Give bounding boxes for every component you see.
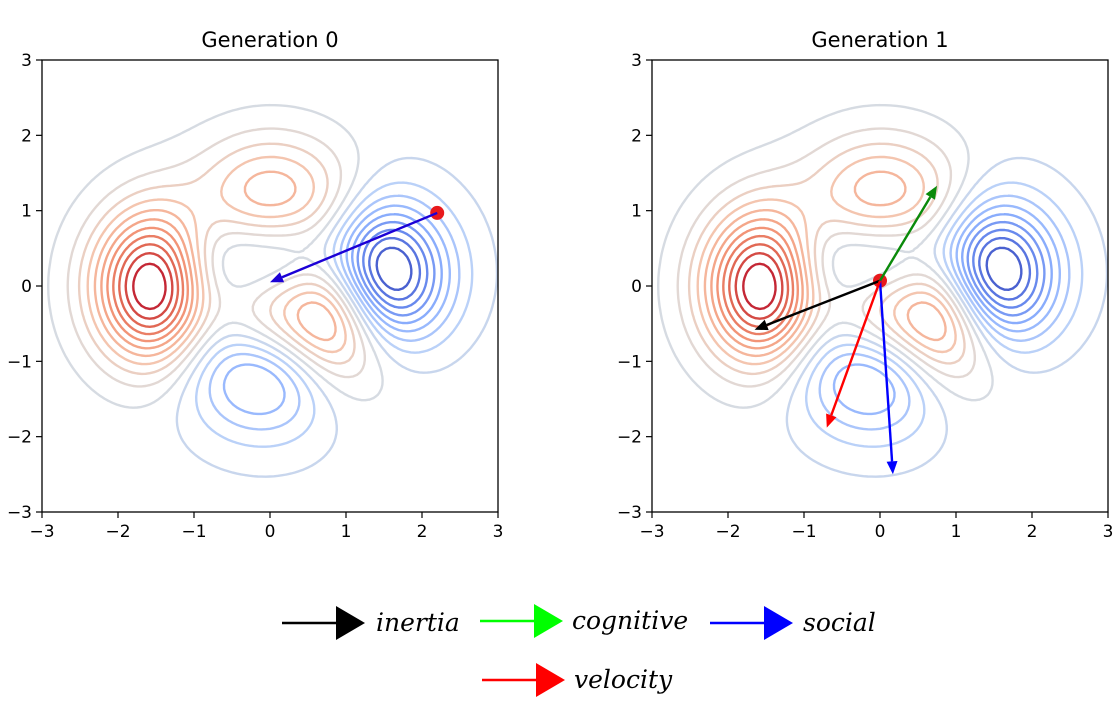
subplot-generation-1: −3 −2 −1 0 1 2 3 −3 −2 −1 0 1 2 3 Generation 1: [617, 28, 1113, 542]
contour-level-15: [716, 226, 799, 343]
contour-level-19: [742, 262, 777, 311]
contour-level-1: [978, 236, 1032, 301]
cognitive-arrow-head: [925, 185, 937, 200]
contour-lines: [47, 103, 498, 478]
x-tick-label: −2: [105, 522, 130, 542]
contour-level-17: [728, 243, 790, 328]
y-tick-label: −1: [617, 352, 642, 372]
contour-level-4: [961, 213, 1053, 325]
contour-level-1: [368, 236, 422, 301]
x-tick-label: −1: [791, 522, 816, 542]
x-tick-label: 0: [875, 522, 886, 542]
contour-level-6: [818, 194, 1071, 431]
social-arrow-shaft: [878, 280, 894, 462]
y-tick-label: −2: [7, 428, 32, 448]
social-arrow-shaft: [281, 211, 438, 279]
contour-level-18: [734, 252, 784, 320]
social-arrow-head: [270, 272, 285, 283]
y-tick-label: −3: [617, 503, 642, 523]
contour-level-7: [805, 181, 1084, 448]
cognitive-arrow-shaft: [878, 196, 932, 282]
x-tick-label: 1: [341, 522, 352, 542]
contour-level-8: [785, 156, 1108, 478]
contour-level-9: [47, 103, 384, 409]
plot-title: Generation 1: [811, 28, 948, 52]
y-tick-label: −1: [7, 352, 32, 372]
legend-arrow-head: [336, 606, 365, 640]
legend-arrow-head: [534, 604, 563, 638]
y-tick-label: −2: [617, 428, 642, 448]
contour-level-15: [106, 226, 189, 343]
contour-level-11: [687, 142, 966, 376]
x-tick-label: 2: [1027, 522, 1038, 542]
legend-label: cognitive: [572, 606, 688, 635]
x-tick-label: −2: [715, 522, 740, 542]
y-tick-label: 3: [21, 51, 32, 71]
contour-level-11: [77, 142, 356, 376]
x-tick-label: −3: [29, 522, 54, 542]
y-tick-label: 0: [631, 277, 642, 297]
x-tick-label: 1: [951, 522, 962, 542]
legend-label: inertia: [376, 608, 460, 637]
contour-level-17: [118, 243, 180, 328]
legend-label: velocity: [574, 665, 673, 694]
velocity-arrow-head: [826, 413, 837, 428]
contour-level-5: [832, 204, 1061, 416]
y-tick-label: 1: [631, 202, 642, 222]
y-tick-label: −3: [7, 503, 32, 523]
contour-level-9: [657, 103, 994, 409]
inertia-arrow-shaft: [766, 279, 881, 327]
legend-entry-social: social: [710, 606, 876, 640]
legend-arrow-head: [764, 606, 793, 640]
contour-level-14: [710, 218, 804, 350]
x-tick-label: −1: [181, 522, 206, 542]
contour-level-13: [703, 170, 947, 358]
legend: inertia cognitive social velocity: [282, 604, 876, 697]
y-tick-label: 2: [21, 126, 32, 146]
contour-level-19: [132, 262, 167, 311]
contour-level-12: [696, 155, 957, 366]
x-tick-label: 0: [265, 522, 276, 542]
x-tick-label: 3: [1103, 522, 1114, 542]
legend-label: social: [803, 608, 876, 637]
x-tick-label: 3: [493, 522, 504, 542]
contour-level-16: [112, 234, 185, 336]
subplot-generation-0: −3 −2 −1 0 1 2 3 −3 −2 −1 0 1 2 3 Generation 0: [7, 28, 503, 542]
contour-level-8: [175, 156, 498, 478]
contour-lines: [657, 103, 1108, 478]
legend-entry-inertia: inertia: [282, 606, 460, 640]
social-arrow-head: [886, 461, 898, 475]
contour-level-18: [124, 252, 174, 320]
contour-level-10: [66, 127, 366, 388]
x-tick-label: 2: [417, 522, 428, 542]
contour-level-16: [722, 234, 795, 336]
contour-level-5: [222, 204, 451, 416]
velocity-arrow-shaft: [830, 280, 882, 416]
contour-level-12: [86, 155, 347, 366]
contour-level-3: [966, 220, 1046, 317]
legend-arrow-head: [536, 663, 565, 697]
legend-entry-velocity: velocity: [482, 663, 673, 697]
contour-level-14: [100, 218, 194, 350]
contour-level-4: [351, 213, 443, 325]
contour-level-2: [972, 228, 1039, 309]
contour-level-0: [375, 246, 413, 291]
y-tick-label: 0: [21, 277, 32, 297]
plot-title: Generation 0: [201, 28, 338, 52]
contour-level-13: [93, 170, 337, 358]
contour-level-6: [208, 194, 461, 431]
y-tick-label: 1: [21, 202, 32, 222]
contour-level-7: [195, 181, 474, 448]
legend-entry-cognitive: cognitive: [480, 604, 688, 638]
inertia-arrow-head: [754, 319, 769, 331]
y-tick-label: 3: [631, 51, 642, 71]
y-tick-label: 2: [631, 126, 642, 146]
contour-level-0: [985, 246, 1023, 291]
x-tick-label: −3: [639, 522, 664, 542]
